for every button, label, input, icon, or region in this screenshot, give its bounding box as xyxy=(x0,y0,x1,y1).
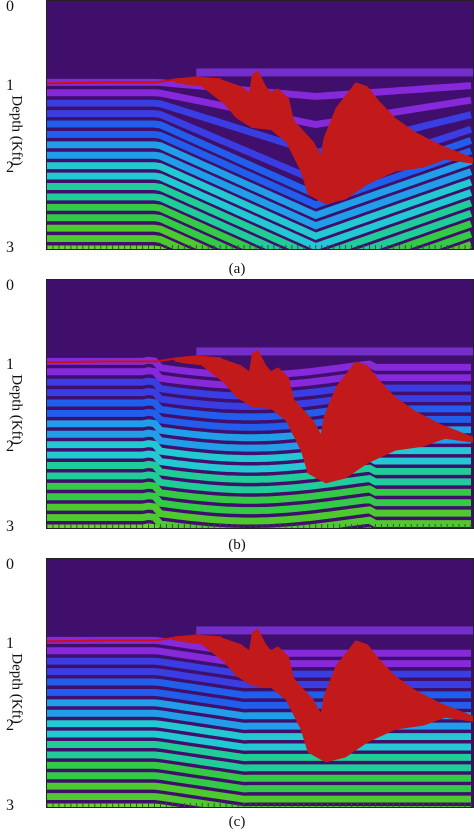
y-tick-3: 3 xyxy=(6,518,14,535)
caption-b: (b) xyxy=(228,537,246,553)
bottom-axis-ticks xyxy=(47,524,472,528)
top-reflector xyxy=(196,68,473,77)
migration-image-a xyxy=(46,0,474,250)
caption-c: (c) xyxy=(228,814,246,830)
bottom-axis-ticks xyxy=(47,245,472,249)
y-tick-2: 2 xyxy=(6,438,14,455)
panel-c: Depth (Kft) 0 1 2 3 (c) xyxy=(0,556,474,830)
y-tick-0: 0 xyxy=(6,556,14,573)
migration-image-b xyxy=(46,279,474,529)
bottom-axis-ticks xyxy=(47,803,472,807)
top-reflector xyxy=(196,347,473,356)
salt-body xyxy=(174,628,473,763)
sea-floor xyxy=(47,634,222,643)
y-tick-3: 3 xyxy=(6,239,14,256)
reflector-bands xyxy=(47,78,473,249)
y-tick-1: 1 xyxy=(6,77,14,94)
caption-a: (a) xyxy=(228,261,246,277)
migration-image-c xyxy=(46,558,474,808)
panel-b: Depth (Kft) 0 1 2 3 (b) xyxy=(0,277,474,553)
y-tick-1: 1 xyxy=(6,356,14,373)
y-tick-0: 0 xyxy=(6,0,14,15)
y-tick-1: 1 xyxy=(6,635,14,652)
top-reflector xyxy=(196,626,473,635)
y-tick-3: 3 xyxy=(6,797,14,814)
panel-a: Depth (Kft) 0 1 2 3 (a) xyxy=(0,0,474,277)
y-tick-0: 0 xyxy=(6,277,14,294)
salt-body xyxy=(174,349,473,484)
y-tick-2: 2 xyxy=(6,159,14,176)
salt-body xyxy=(174,70,473,205)
y-tick-2: 2 xyxy=(6,717,14,734)
sea-floor xyxy=(47,355,222,364)
